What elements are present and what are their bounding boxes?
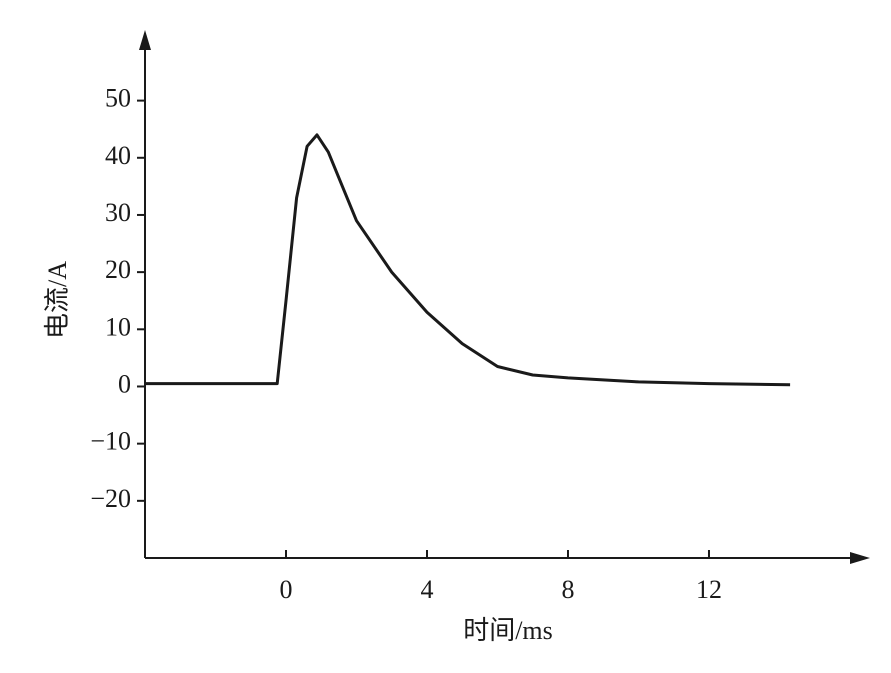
y-tick-label: 50 — [105, 84, 131, 113]
current-line — [145, 133, 791, 387]
x-tick-label: 0 — [279, 575, 292, 604]
x-tick-label: 8 — [561, 575, 574, 604]
y-tick-label: 20 — [105, 255, 131, 284]
x-axis-arrow — [850, 552, 870, 564]
y-tick-label: 10 — [105, 312, 131, 341]
y-tick-label: −10 — [90, 427, 131, 456]
y-tick-label: 30 — [105, 198, 131, 227]
axes — [139, 30, 870, 564]
y-tick-label: −20 — [90, 484, 131, 513]
x-axis-label: 时间/ms — [463, 616, 553, 645]
y-axis-arrow — [139, 30, 151, 50]
x-tick-label: 12 — [696, 575, 722, 604]
y-tick-label: 40 — [105, 141, 131, 170]
x-tick-label: 4 — [420, 575, 433, 604]
y-axis-label: 电流/A — [43, 261, 72, 339]
y-tick-label: 0 — [118, 369, 131, 398]
